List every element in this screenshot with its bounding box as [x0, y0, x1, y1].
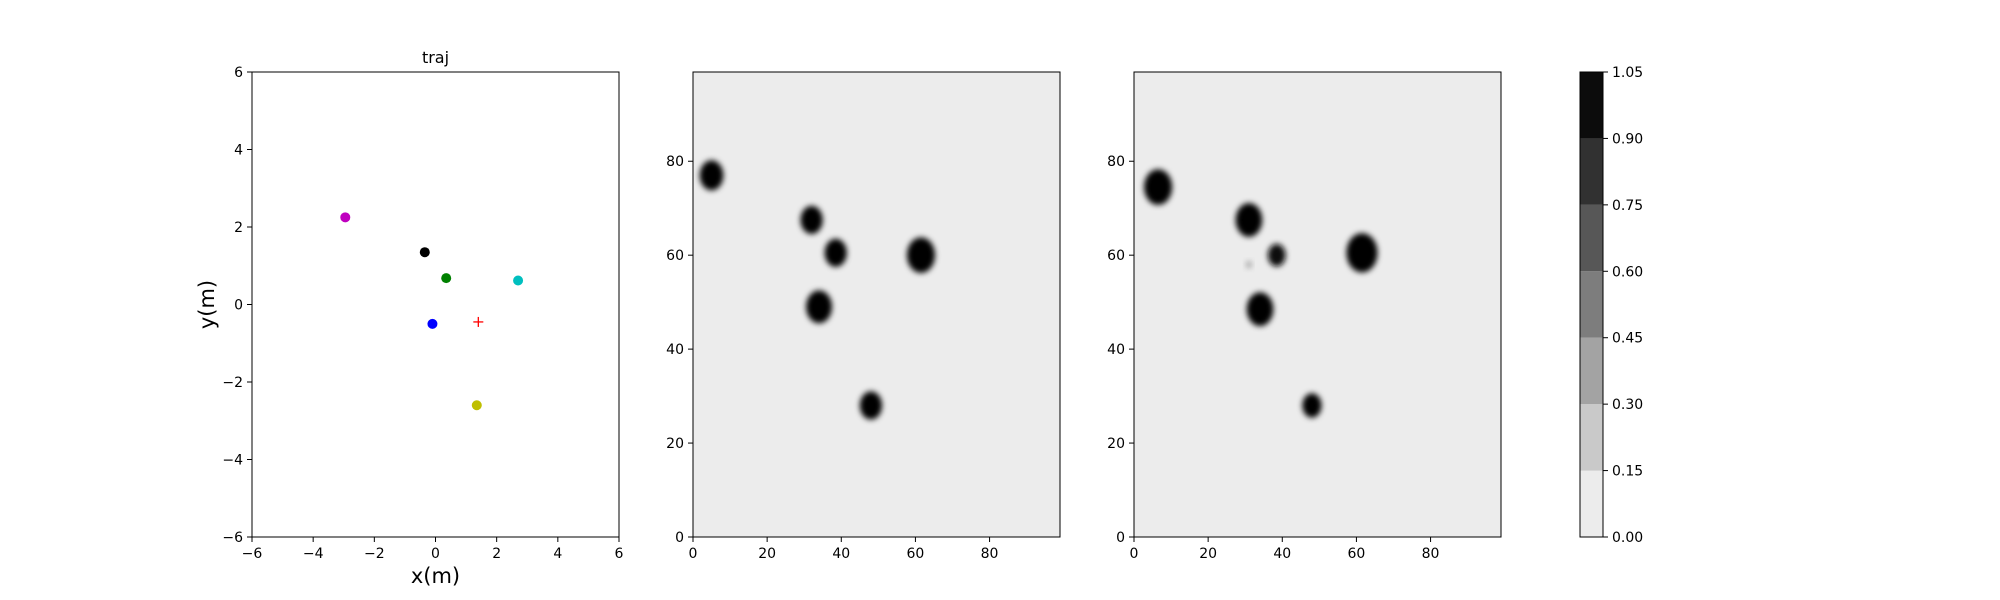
trajectory-scatter-panel: traj −6 −4 −2 0 2 4 6 −6 −4 −2 0 2 4 6 x(m) y(m) — [195, 48, 624, 588]
x-tick-label: −4 — [303, 546, 324, 562]
x-tick-label: 40 — [832, 546, 850, 562]
heatmap-axes-frame — [692, 71, 1061, 538]
x-tick-label: 60 — [1348, 546, 1366, 562]
x-tick-label: 60 — [907, 546, 925, 562]
y-tick-label: 4 — [234, 143, 243, 159]
occupancy-map-panel-left: 0 20 40 60 80 0 20 40 60 80 — [666, 71, 1061, 562]
heatmap-background — [1134, 72, 1501, 537]
y-tick-label: −4 — [222, 453, 243, 469]
chart-title: traj — [422, 48, 449, 67]
colorbar-band — [1580, 138, 1603, 205]
x-tick-label: 0 — [1130, 546, 1139, 562]
colorbar-band — [1580, 271, 1603, 338]
colorbar-tick-label: 0.90 — [1612, 131, 1643, 147]
scatter-point — [471, 400, 482, 411]
x-tick-label: 2 — [492, 546, 501, 562]
obstacle-blob — [1246, 292, 1274, 327]
colorbar-tick-label: 1.05 — [1612, 65, 1643, 81]
obstacle-blob — [1144, 169, 1173, 205]
y-tick-label: 20 — [666, 436, 684, 452]
x-tick-label: 0 — [689, 546, 698, 562]
colorbar-tick-label: 0.45 — [1612, 331, 1643, 347]
x-tick-label: −2 — [364, 546, 385, 562]
y-tick-label: 2 — [234, 220, 243, 236]
obstacle-blob — [824, 238, 847, 267]
heatmap-axes-frame — [1133, 71, 1502, 538]
obstacle-blob — [699, 160, 724, 191]
colorbar-tick-label: 0.30 — [1612, 397, 1643, 413]
x-tick-label: 20 — [1199, 546, 1217, 562]
scatter-axes-frame — [251, 71, 620, 538]
colorbar-tick-label: 0.60 — [1612, 264, 1643, 280]
x-axis-label: x(m) — [411, 564, 460, 588]
x-tick-label: 4 — [553, 546, 562, 562]
obstacle-blob — [906, 237, 936, 274]
obstacle-blob — [859, 391, 883, 420]
y-tick-label: 60 — [1107, 248, 1125, 264]
colorbar-tick-label: 0.00 — [1612, 530, 1643, 546]
colorbar-band — [1580, 470, 1603, 537]
obstacle-blob — [1235, 203, 1263, 237]
y-tick-label: 80 — [1107, 154, 1125, 170]
colorbar: 0.00 0.15 0.30 0.45 0.60 0.75 0.90 1.05 — [1579, 65, 1643, 546]
y-axis-label: y(m) — [195, 280, 219, 329]
obstacle-blob — [1245, 260, 1252, 269]
colorbar-band — [1580, 72, 1603, 139]
y-tick-label: −2 — [222, 375, 243, 391]
obstacle-blob — [800, 205, 823, 235]
x-tick-label: 20 — [758, 546, 776, 562]
colorbar-tick-label: 0.75 — [1612, 198, 1643, 214]
x-tick-label: −6 — [242, 546, 263, 562]
x-tick-label: 6 — [615, 546, 624, 562]
scatter-point — [441, 273, 452, 284]
occupancy-map-panel-right: 0 20 40 60 80 0 20 40 60 80 — [1107, 71, 1502, 562]
y-tick-label: −6 — [222, 530, 243, 546]
scatter-plot-area — [252, 72, 619, 537]
heatmap-background — [693, 72, 1060, 537]
y-tick-label: 6 — [234, 65, 243, 81]
obstacle-blob — [1302, 393, 1322, 418]
scatter-point — [513, 275, 524, 286]
x-tick-label: 40 — [1273, 546, 1291, 562]
y-tick-label: 40 — [1107, 342, 1125, 358]
x-tick-label: 0 — [431, 546, 440, 562]
obstacle-blob — [806, 290, 833, 324]
y-tick-label: 0 — [1116, 530, 1125, 546]
y-tick-label: 0 — [675, 530, 684, 546]
y-tick-label: 80 — [666, 154, 684, 170]
obstacle-blob — [1346, 233, 1378, 273]
y-tick-label: 60 — [666, 248, 684, 264]
scatter-goal-marker — [473, 316, 484, 327]
x-tick-label: 80 — [1422, 546, 1440, 562]
scatter-point — [427, 318, 438, 329]
colorbar-band — [1580, 337, 1603, 405]
scatter-point — [340, 212, 351, 223]
y-tick-label: 40 — [666, 342, 684, 358]
y-tick-label: 0 — [234, 298, 243, 314]
obstacle-blob — [1267, 243, 1286, 267]
y-tick-label: 20 — [1107, 436, 1125, 452]
x-tick-label: 80 — [981, 546, 999, 562]
colorbar-band — [1580, 404, 1603, 471]
colorbar-band — [1580, 204, 1603, 272]
scatter-point — [419, 247, 430, 258]
colorbar-tick-label: 0.15 — [1612, 464, 1643, 480]
colorbar-frame — [1579, 71, 1604, 538]
